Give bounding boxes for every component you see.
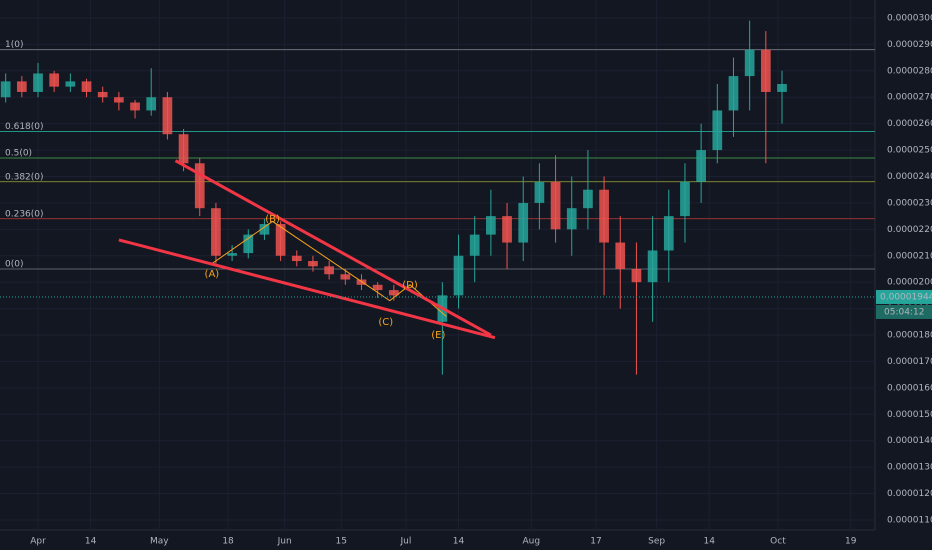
x-tick-label: Apr	[30, 537, 46, 547]
countdown-tag	[876, 304, 932, 319]
candle-body	[356, 279, 367, 285]
candle-body	[259, 224, 270, 235]
candle-body	[631, 268, 642, 283]
candle-body	[696, 150, 706, 182]
x-tick-label: 18	[222, 537, 234, 547]
y-tick-label: 0.00002700	[887, 93, 932, 103]
y-tick-label: 0.00001300	[887, 463, 932, 473]
candle-body	[566, 208, 577, 230]
candle-body	[65, 81, 76, 87]
trendline	[174, 159, 492, 337]
fib-label: 0(0)	[5, 259, 23, 269]
candle-body	[275, 224, 286, 256]
candle-body	[178, 134, 189, 164]
candle-body	[308, 261, 318, 267]
candle-body	[194, 163, 205, 209]
y-tick-label: 0.00001800	[887, 331, 932, 341]
candle-body	[486, 216, 496, 235]
candle-body	[0, 81, 11, 98]
wave-label: (A)	[205, 269, 220, 280]
y-tick-label: 0.00002600	[887, 119, 932, 129]
candle-body	[227, 253, 237, 256]
candle-body	[599, 189, 609, 243]
candle-body	[615, 242, 626, 269]
x-tick-label: May	[150, 537, 169, 547]
candle-body	[81, 81, 92, 92]
fib-label: 0.618(0)	[5, 122, 44, 132]
candle-body	[453, 255, 464, 296]
y-tick-label: 0.00001100	[887, 515, 932, 525]
candle-body	[49, 73, 60, 87]
fib-label: 0.5(0)	[5, 148, 32, 158]
trendline	[118, 238, 496, 340]
y-tick-label: 0.00002300	[887, 198, 932, 208]
candle-body	[324, 266, 334, 275]
countdown-label: 05:04:12	[884, 307, 924, 317]
wave-label: (D)	[402, 280, 418, 291]
candle-body	[518, 202, 529, 243]
fib-label: 0.236(0)	[5, 209, 44, 219]
candle-body	[760, 49, 771, 92]
candle-body	[744, 49, 755, 77]
y-tick-label: 0.00002000	[887, 278, 932, 288]
candle-body	[211, 208, 221, 256]
wave-label: (B)	[265, 214, 280, 225]
candle-body	[243, 234, 254, 254]
last-price-label: 0.00001944	[880, 292, 932, 302]
candle-body	[340, 274, 351, 280]
x-tick-label: 14	[703, 537, 715, 547]
x-tick-label: Jul	[400, 537, 412, 547]
candle-body	[33, 73, 43, 92]
x-tick-label: Jun	[277, 537, 292, 547]
candle-body	[583, 189, 593, 209]
candle-body	[534, 181, 545, 203]
candle-body	[16, 81, 27, 92]
x-tick-label: Sep	[648, 537, 665, 547]
candle-body	[777, 84, 787, 92]
x-tick-label: 15	[336, 537, 347, 547]
y-tick-label: 0.00001500	[887, 410, 932, 420]
candle-body	[502, 216, 512, 243]
candle-body	[469, 234, 480, 256]
y-tick-label: 0.00002400	[887, 172, 932, 182]
candle-body	[680, 181, 690, 217]
y-tick-label: 0.00001200	[887, 489, 932, 499]
y-tick-label: 0.00002100	[887, 251, 932, 261]
candle-body	[130, 102, 140, 111]
x-tick-label: 19	[845, 537, 857, 547]
candle-body	[146, 97, 157, 111]
fib-label: 0.382(0)	[5, 172, 44, 182]
fib-label: 1(0)	[5, 40, 23, 50]
candle-body	[291, 255, 302, 262]
x-tick-label: 14	[85, 537, 97, 547]
y-tick-label: 0.00002900	[887, 40, 932, 50]
candle-body	[712, 110, 723, 151]
candle-body	[647, 250, 658, 283]
last-price-tag	[876, 289, 932, 304]
wave-label: (E)	[431, 330, 445, 341]
y-tick-label: 0.00002800	[887, 66, 932, 76]
candle-body	[550, 181, 561, 230]
x-tick-label: Oct	[770, 537, 786, 547]
y-tick-label: 0.00002500	[887, 146, 932, 156]
candle-body	[162, 97, 173, 135]
x-tick-label: Aug	[523, 537, 541, 547]
candle-body	[663, 216, 674, 251]
y-tick-label: 0.00001700	[887, 357, 932, 367]
candle-body	[372, 284, 383, 291]
candle-body	[728, 76, 739, 111]
candle-body	[114, 97, 124, 103]
candle-body	[388, 290, 399, 296]
x-tick-label: 14	[453, 537, 465, 547]
y-tick-label: 0.00002200	[887, 225, 932, 235]
wave-label: (C)	[378, 317, 393, 328]
y-tick-label: 0.00001600	[887, 383, 932, 393]
x-tick-label: 17	[590, 537, 601, 547]
y-tick-label: 0.00003000	[887, 13, 932, 23]
candle-body	[97, 91, 108, 98]
y-tick-label: 0.00001400	[887, 436, 932, 446]
